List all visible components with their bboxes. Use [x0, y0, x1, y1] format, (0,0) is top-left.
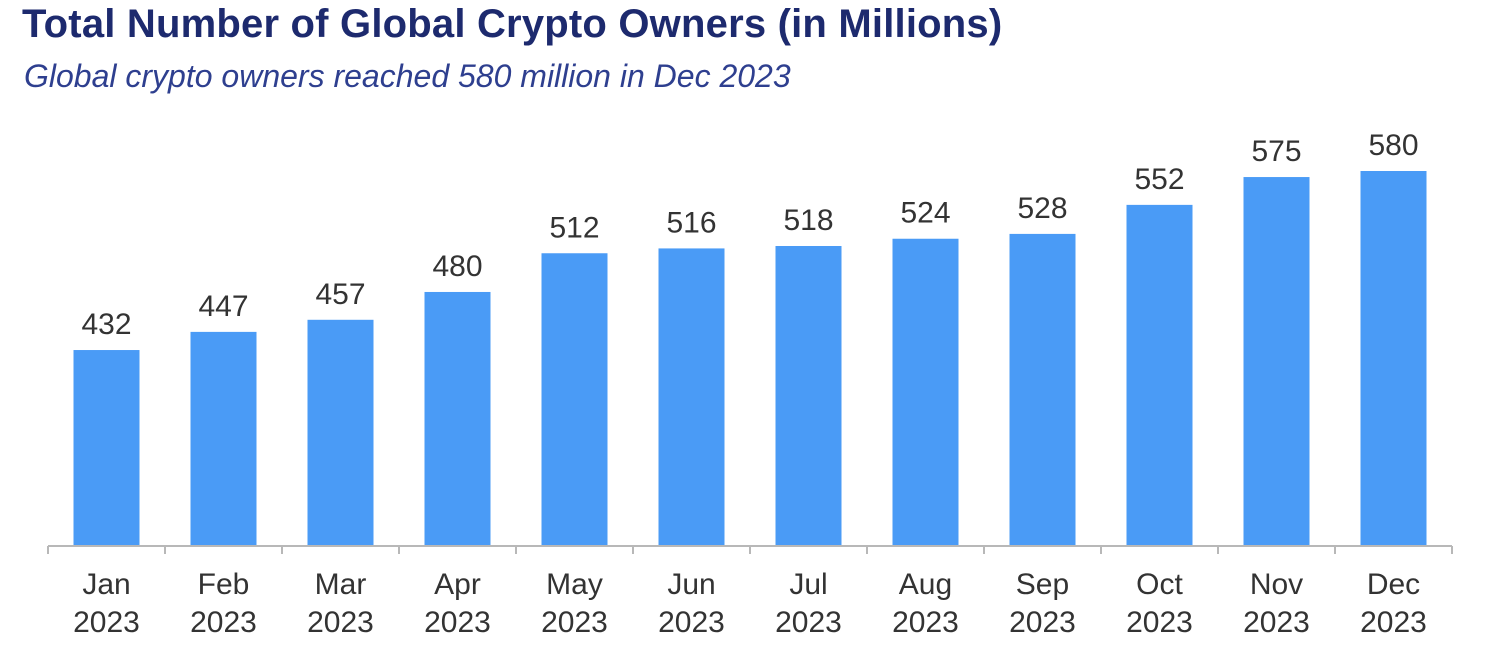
- bar-dec: [1360, 171, 1427, 546]
- x-tick-label-year: 2023: [658, 606, 725, 639]
- x-tick-label-year: 2023: [190, 606, 257, 639]
- x-tick-label-year: 2023: [1360, 606, 1427, 639]
- value-label-apr: 480: [432, 250, 482, 283]
- bar-jan: [73, 350, 140, 546]
- value-label-feb: 447: [198, 290, 248, 323]
- value-labels-layer: 432 447 457 480 512 516 518 524 528 552 575 580: [81, 129, 1418, 341]
- x-tick-label-year: 2023: [775, 606, 842, 639]
- bars-layer: [73, 171, 1427, 547]
- value-label-dec: 580: [1368, 129, 1418, 162]
- chart-subtitle: Global crypto owners reached 580 million…: [24, 58, 791, 94]
- x-tick-label-month: Feb: [198, 568, 250, 601]
- bar-jul: [775, 246, 842, 546]
- value-label-jan: 432: [81, 308, 131, 341]
- x-tick-label-month: May: [546, 568, 603, 601]
- value-label-jul: 518: [783, 204, 833, 237]
- x-axis: Jan 2023 Feb 2023 Mar 2023 Apr 2023 May 2023 Jun 20…: [47, 545, 1453, 639]
- x-tick-label-month: Jan: [82, 568, 130, 601]
- x-tick-label-month: Apr: [434, 568, 481, 601]
- x-tick-label-month: Jun: [667, 568, 715, 601]
- x-tick-label-month: Dec: [1367, 568, 1420, 601]
- x-tick-label-year: 2023: [73, 606, 140, 639]
- value-label-jun: 516: [666, 206, 716, 239]
- bar-oct: [1126, 204, 1193, 546]
- bar-sep: [1009, 233, 1076, 546]
- bar-aug: [892, 238, 959, 546]
- x-tick-label-year: 2023: [892, 606, 959, 639]
- value-label-mar: 457: [315, 278, 365, 311]
- value-label-sep: 528: [1017, 192, 1067, 225]
- x-tick-label-month: Nov: [1250, 568, 1303, 601]
- x-tick-label-month: Sep: [1016, 568, 1069, 601]
- x-tick-label-year: 2023: [1243, 606, 1310, 639]
- x-tick-label-month: Aug: [899, 568, 952, 601]
- x-tick-label-year: 2023: [424, 606, 491, 639]
- x-tick-label-month: Jul: [789, 568, 827, 601]
- x-tick-label-month: Oct: [1136, 568, 1183, 601]
- bar-may: [541, 253, 608, 547]
- value-label-nov: 575: [1251, 135, 1301, 168]
- value-label-aug: 524: [900, 197, 950, 230]
- chart-title: Total Number of Global Crypto Owners (in…: [22, 2, 1003, 46]
- x-tick-label-year: 2023: [1009, 606, 1076, 639]
- x-tick-label-month: Mar: [315, 568, 367, 601]
- bar-jun: [658, 248, 725, 546]
- bar-nov: [1243, 177, 1310, 546]
- x-tick-label-year: 2023: [1126, 606, 1193, 639]
- x-tick-label-year: 2023: [307, 606, 374, 639]
- bar-mar: [307, 319, 374, 546]
- value-label-may: 512: [549, 211, 599, 244]
- value-label-oct: 552: [1134, 163, 1184, 196]
- x-tick-label-year: 2023: [541, 606, 608, 639]
- bar-apr: [424, 291, 491, 546]
- bar-feb: [190, 331, 257, 546]
